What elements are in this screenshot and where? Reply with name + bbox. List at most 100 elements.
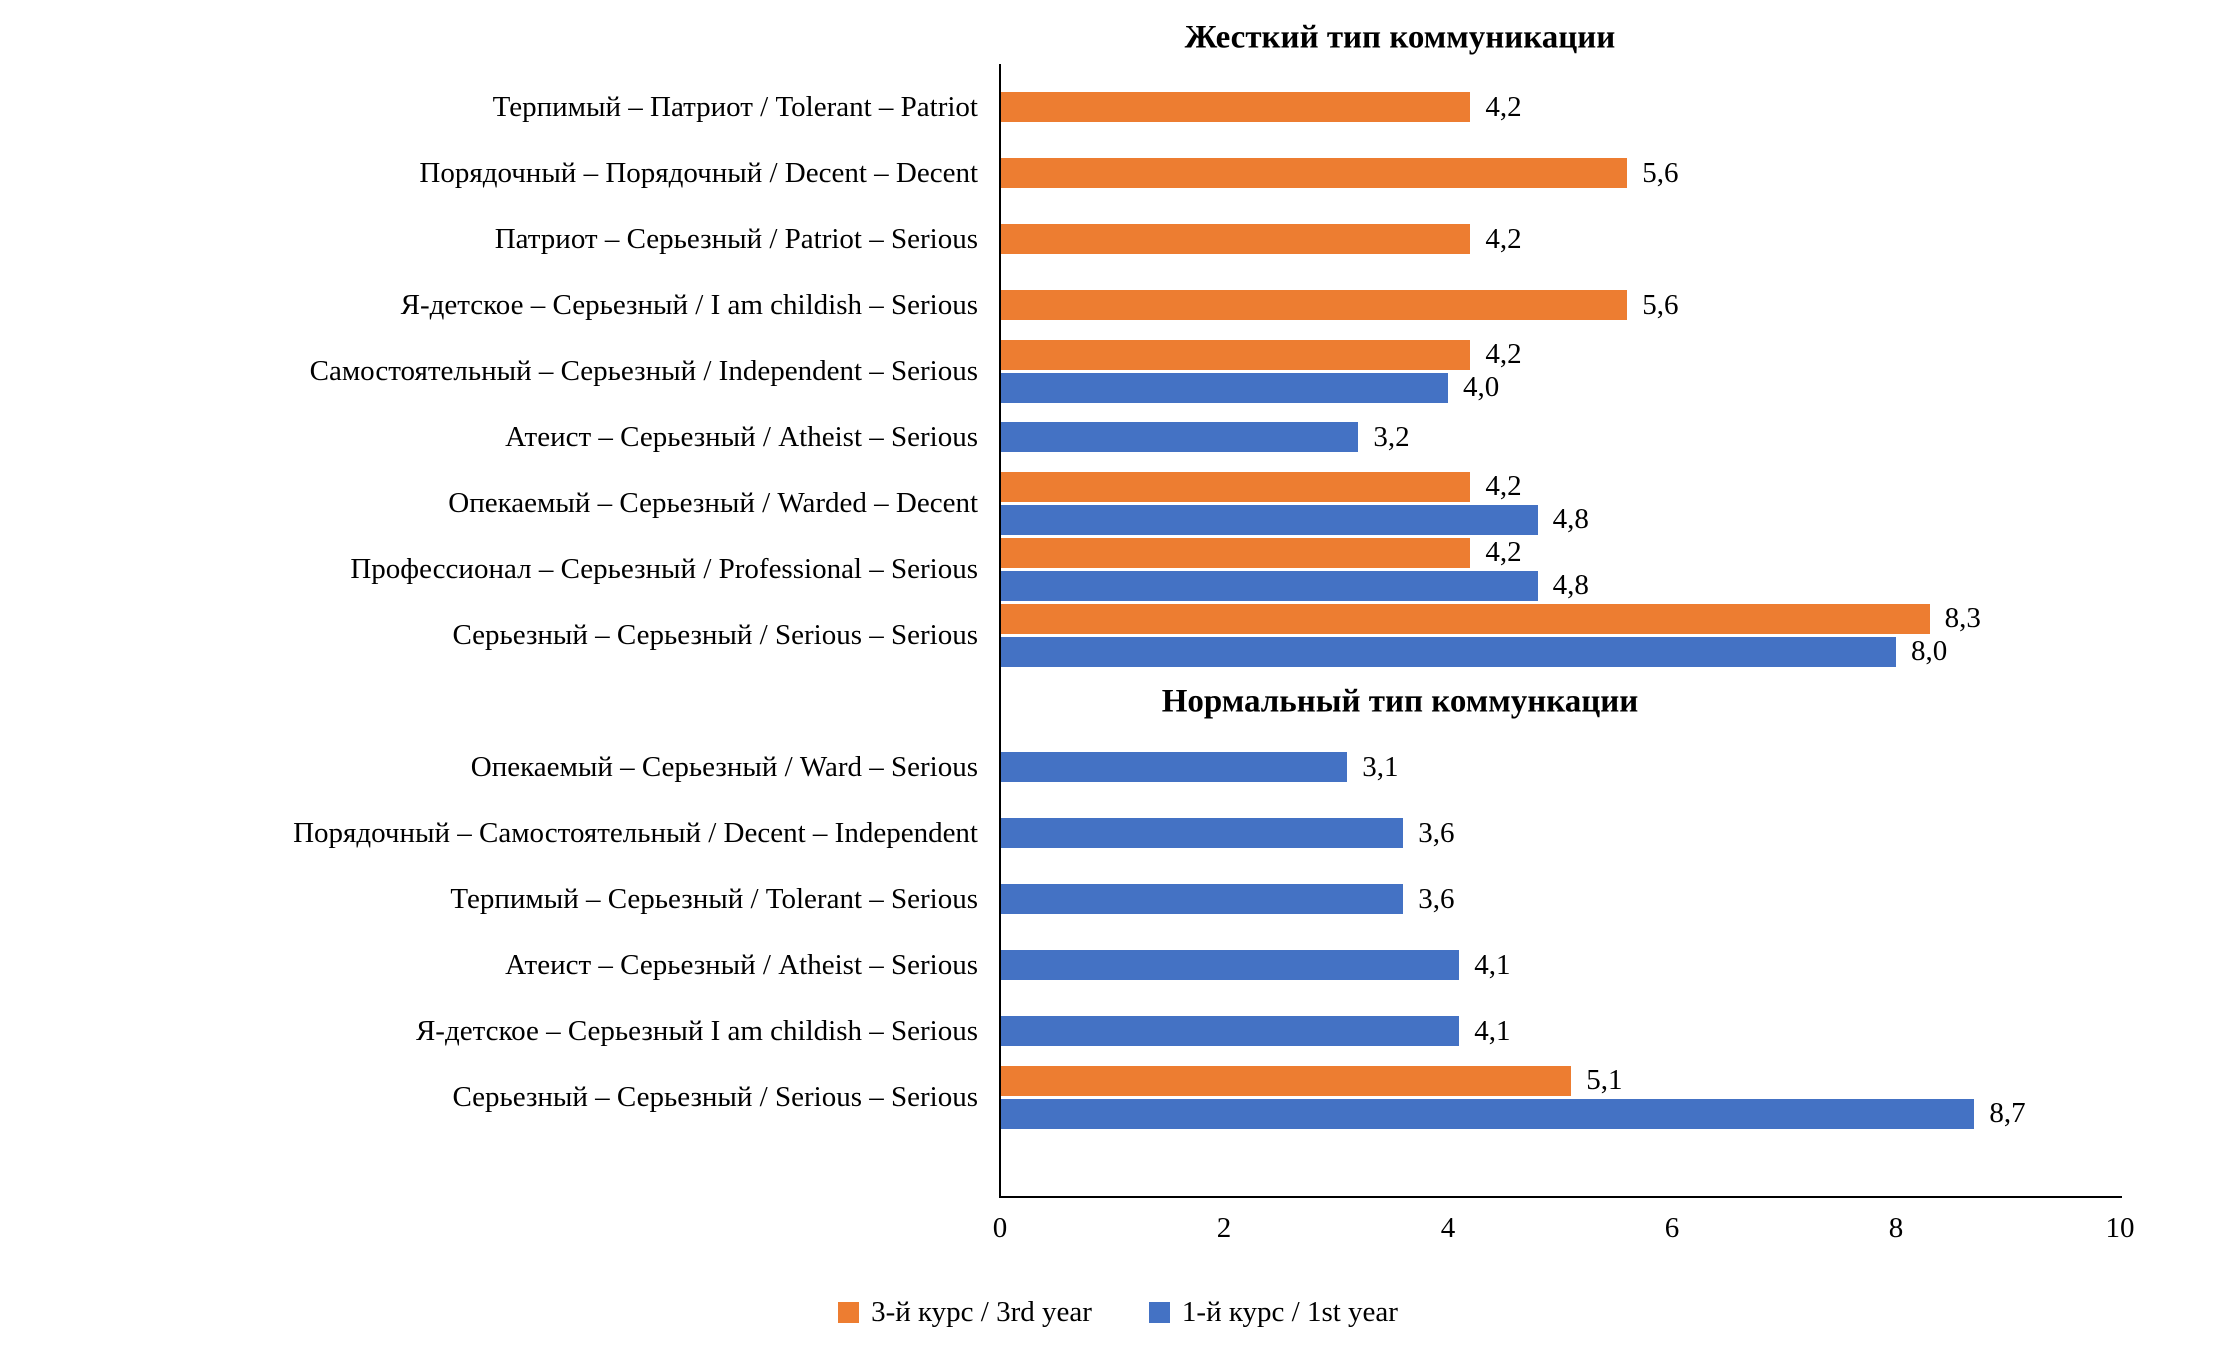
bar-year1: 4,1 <box>1000 1014 2236 1047</box>
category-row: Серьезный – Серьезный / Serious – Seriou… <box>0 1064 2236 1130</box>
bar-group: 5,1 8,7 <box>1000 1064 2236 1130</box>
bar-year1: 3,6 <box>1000 882 2236 915</box>
x-tick-label: 4 <box>1440 1212 1456 1244</box>
legend: 3-й курс / 3rd year 1-й курс / 1st year <box>0 1296 2236 1329</box>
category-row: Профессионал – Серьезный / Professional … <box>0 536 2236 602</box>
bar-group: 4,2 4,0 <box>1000 338 2236 404</box>
bar-fill-year1 <box>1000 504 1538 535</box>
bar-value-label: 4,1 <box>1474 1014 1511 1047</box>
category-row: Терпимый – Патриот / Tolerant – Patriot 4… <box>0 74 2236 140</box>
bar-fill-year3 <box>1000 537 1471 568</box>
category-row: Я-детское – Серьезный / I am childish – … <box>0 272 2236 338</box>
bar-year1: 3,2 <box>1000 420 2236 453</box>
bar-group: 5,6 <box>1000 272 2236 338</box>
bar-group: 3,1 <box>1000 734 2236 800</box>
category-label: Порядочный – Самостоятельный / Decent – … <box>293 816 978 849</box>
x-tick-label: 0 <box>992 1212 1008 1244</box>
bar-fill-year3 <box>1000 290 1628 320</box>
bar-fill-year1 <box>1000 1098 1975 1129</box>
category-label: Атеист – Серьезный / Atheist – Serious <box>505 420 978 453</box>
category-label: Терпимый – Серьезный / Tolerant – Seriou… <box>450 882 978 915</box>
bar-value-label: 3,1 <box>1362 750 1399 783</box>
bottom-gap <box>0 1130 2236 1196</box>
bar-fill-year1 <box>1000 570 1538 601</box>
bar-year1: 4,1 <box>1000 948 2236 981</box>
x-tick-label: 2 <box>1216 1212 1232 1244</box>
bar-group: 4,1 <box>1000 998 2236 1064</box>
bar-group: 4,2 <box>1000 74 2236 140</box>
category-label: Порядочный – Порядочный / Decent – Decen… <box>419 156 978 189</box>
x-axis-line <box>999 1196 2122 1198</box>
category-label: Я-детское – Серьезный I am childish – Se… <box>415 1014 978 1047</box>
bar-value-label: 3,6 <box>1418 882 1455 915</box>
bar-year3: 4,2 <box>1000 470 2236 502</box>
bar-value-label: 3,6 <box>1418 816 1455 849</box>
legend-item-1st-year: 1-й курс / 1st year <box>1148 1296 1398 1329</box>
category-label: Атеист – Серьезный / Atheist – Serious <box>505 948 978 981</box>
category-label: Терпимый – Патриот / Tolerant – Patriot <box>492 90 978 123</box>
bar-value-label: 4,0 <box>1463 371 1500 403</box>
bar-value-label: 4,2 <box>1485 536 1522 568</box>
bar-group: 3,6 <box>1000 866 2236 932</box>
bar-group: 5,6 <box>1000 140 2236 206</box>
x-tick-label: 6 <box>1664 1212 1680 1244</box>
bar-fill-year1 <box>1000 372 1448 403</box>
category-row: Я-детское – Серьезный I am childish – Se… <box>0 998 2236 1064</box>
bar-fill-year3 <box>1000 339 1471 370</box>
category-row: Опекаемый – Серьезный / Warded – Decent 4… <box>0 470 2236 536</box>
section-title-text: Жесткий тип коммуникации <box>1184 19 1616 56</box>
category-label: Самостоятельный – Серьезный / Independen… <box>309 354 978 387</box>
bar-year3: 8,3 <box>1000 602 2236 634</box>
bar-group: 3,2 <box>1000 404 2236 470</box>
category-label: Я-детское – Серьезный / I am childish – … <box>400 288 978 321</box>
bar-group: 8,3 8,0 <box>1000 602 2236 668</box>
bar-value-label: 4,2 <box>1485 338 1522 370</box>
bar-fill-year1 <box>1000 636 1896 667</box>
bar-value-label: 4,1 <box>1474 948 1511 981</box>
bar-year3: 4,2 <box>1000 338 2236 370</box>
bar-value-label: 8,3 <box>1944 602 1981 634</box>
category-label: Серьезный – Серьезный / Serious – Seriou… <box>452 1080 978 1113</box>
bar-group: 4,2 <box>1000 206 2236 272</box>
section-title: Нормальный тип коммункации <box>0 668 2236 734</box>
bar-value-label: 3,2 <box>1373 420 1410 453</box>
legend-swatch-1st-year <box>1148 1302 1170 1323</box>
bar-year3: 4,2 <box>1000 536 2236 568</box>
legend-label-3rd-year: 3-й курс / 3rd year <box>871 1296 1092 1328</box>
bar-group: 4,2 4,8 <box>1000 470 2236 536</box>
category-row: Серьезный – Серьезный / Serious – Seriou… <box>0 602 2236 668</box>
bar-fill-year3 <box>1000 1065 1572 1096</box>
category-label: Патриот – Серьезный / Patriot – Serious <box>494 222 978 255</box>
bar-value-label: 8,0 <box>1911 635 1948 667</box>
legend-label-1st-year: 1-й курс / 1st year <box>1181 1296 1398 1328</box>
plot-area: Жесткий тип коммуникации Терпимый – Патри… <box>0 0 2236 1196</box>
category-label: Профессионал – Серьезный / Professional … <box>350 552 978 585</box>
category-row: Порядочный – Порядочный / Decent – Decen… <box>0 140 2236 206</box>
bar-year1: 4,8 <box>1000 503 2236 535</box>
bar-value-label: 5,6 <box>1642 156 1679 189</box>
bar-year1: 4,8 <box>1000 569 2236 601</box>
legend-item-3rd-year: 3-й курс / 3rd year <box>838 1296 1092 1329</box>
bar-value-label: 4,2 <box>1485 90 1522 123</box>
bar-year3: 4,2 <box>1000 90 2236 123</box>
bar-fill-year1 <box>1000 818 1404 848</box>
legend-swatch-3rd-year <box>838 1302 860 1323</box>
section-title: Жесткий тип коммуникации <box>0 0 2236 74</box>
bar-value-label: 5,1 <box>1586 1064 1623 1096</box>
bar-fill-year3 <box>1000 158 1628 188</box>
x-tick-label: 8 <box>1888 1212 1904 1244</box>
category-label: Опекаемый – Серьезный / Warded – Decent <box>448 486 978 519</box>
bar-year1: 3,6 <box>1000 816 2236 849</box>
bar-group: 4,1 <box>1000 932 2236 998</box>
bar-value-label: 4,8 <box>1552 569 1589 601</box>
category-row: Атеист – Серьезный / Atheist – Serious 4,… <box>0 932 2236 998</box>
bar-fill-year3 <box>1000 92 1471 122</box>
bar-year1: 8,0 <box>1000 635 2236 667</box>
category-row: Порядочный – Самостоятельный / Decent – … <box>0 800 2236 866</box>
bar-value-label: 4,8 <box>1552 503 1589 535</box>
bar-fill-year1 <box>1000 422 1359 452</box>
bar-year3: 5,6 <box>1000 289 2236 321</box>
bar-group: 4,2 4,8 <box>1000 536 2236 602</box>
bar-year1: 3,1 <box>1000 750 2236 783</box>
